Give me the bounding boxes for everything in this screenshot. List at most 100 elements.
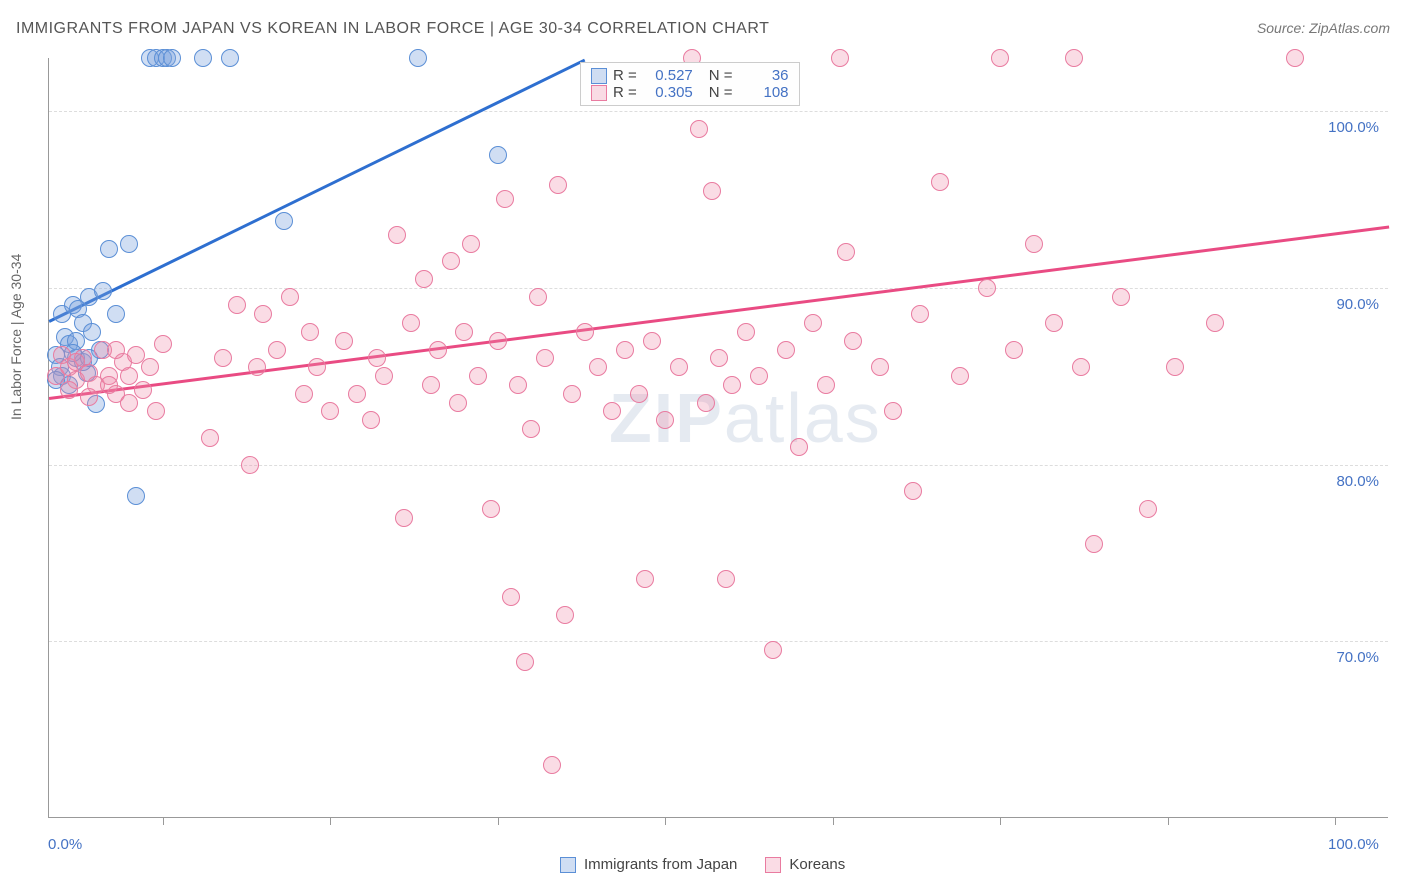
data-point (871, 358, 889, 376)
data-point (395, 509, 413, 527)
data-point (415, 270, 433, 288)
data-point (455, 323, 473, 341)
data-point (80, 388, 98, 406)
data-point (978, 279, 996, 297)
data-point (107, 305, 125, 323)
legend-item: Koreans (765, 856, 845, 873)
data-point (482, 500, 500, 518)
legend-label: Immigrants from Japan (584, 856, 737, 873)
data-point (636, 570, 654, 588)
data-point (777, 341, 795, 359)
data-point (1065, 49, 1083, 67)
data-point (831, 49, 849, 67)
data-point (1005, 341, 1023, 359)
data-point (670, 358, 688, 376)
n-value: 108 (739, 84, 789, 101)
data-point (429, 341, 447, 359)
stats-row: R =0.305N =108 (591, 84, 789, 101)
x-tick (163, 817, 164, 825)
data-point (1166, 358, 1184, 376)
data-point (489, 332, 507, 350)
data-point (1025, 235, 1043, 253)
data-point (154, 335, 172, 353)
data-point (750, 367, 768, 385)
data-point (368, 349, 386, 367)
r-value: 0.305 (643, 84, 693, 101)
legend-label: Koreans (789, 856, 845, 873)
data-point (141, 358, 159, 376)
legend-swatch (591, 85, 607, 101)
data-point (1045, 314, 1063, 332)
x-tick (330, 817, 331, 825)
data-point (643, 332, 661, 350)
data-point (295, 385, 313, 403)
data-point (690, 120, 708, 138)
data-point (388, 226, 406, 244)
r-label: R = (613, 67, 637, 84)
data-point (194, 49, 212, 67)
legend-item: Immigrants from Japan (560, 856, 737, 873)
data-point (576, 323, 594, 341)
data-point (489, 146, 507, 164)
watermark: ZIPatlas (609, 378, 882, 458)
x-tick (833, 817, 834, 825)
n-value: 36 (739, 67, 789, 84)
stats-row: R =0.527N =36 (591, 67, 789, 84)
data-point (496, 190, 514, 208)
data-point (884, 402, 902, 420)
data-point (697, 394, 715, 412)
data-point (603, 402, 621, 420)
data-point (449, 394, 467, 412)
scatter-chart: ZIPatlas 70.0%80.0%90.0%100.0% (48, 58, 1388, 818)
data-point (1286, 49, 1304, 67)
y-tick-label: 80.0% (1319, 473, 1379, 490)
data-point (804, 314, 822, 332)
data-point (402, 314, 420, 332)
source-name: ZipAtlas.com (1309, 20, 1390, 36)
data-point (656, 411, 674, 429)
data-point (348, 385, 366, 403)
data-point (844, 332, 862, 350)
data-point (100, 376, 118, 394)
legend-swatch (591, 68, 607, 84)
data-point (737, 323, 755, 341)
data-point (790, 438, 808, 456)
x-tick (1000, 817, 1001, 825)
y-tick-label: 70.0% (1319, 649, 1379, 666)
data-point (951, 367, 969, 385)
data-point (275, 212, 293, 230)
data-point (723, 376, 741, 394)
source-label: Source: ZipAtlas.com (1257, 20, 1390, 36)
data-point (281, 288, 299, 306)
data-point (221, 49, 239, 67)
data-point (516, 653, 534, 671)
data-point (543, 756, 561, 774)
legend-swatch (560, 857, 576, 873)
data-point (422, 376, 440, 394)
x-tick-label: 0.0% (48, 836, 82, 853)
data-point (254, 305, 272, 323)
data-point (991, 49, 1009, 67)
data-point (630, 385, 648, 403)
data-point (536, 349, 554, 367)
r-label: R = (613, 84, 637, 101)
x-tick (1335, 817, 1336, 825)
data-point (703, 182, 721, 200)
data-point (60, 381, 78, 399)
data-point (147, 402, 165, 420)
legend-swatch (765, 857, 781, 873)
data-point (268, 341, 286, 359)
data-point (321, 402, 339, 420)
data-point (1112, 288, 1130, 306)
data-point (911, 305, 929, 323)
gridline-h (49, 641, 1388, 642)
data-point (616, 341, 634, 359)
source-prefix: Source: (1257, 20, 1309, 36)
y-axis-label: In Labor Force | Age 30-34 (8, 254, 24, 420)
data-point (127, 487, 145, 505)
data-point (710, 349, 728, 367)
data-point (442, 252, 460, 270)
data-point (107, 341, 125, 359)
data-point (134, 381, 152, 399)
data-point (904, 482, 922, 500)
